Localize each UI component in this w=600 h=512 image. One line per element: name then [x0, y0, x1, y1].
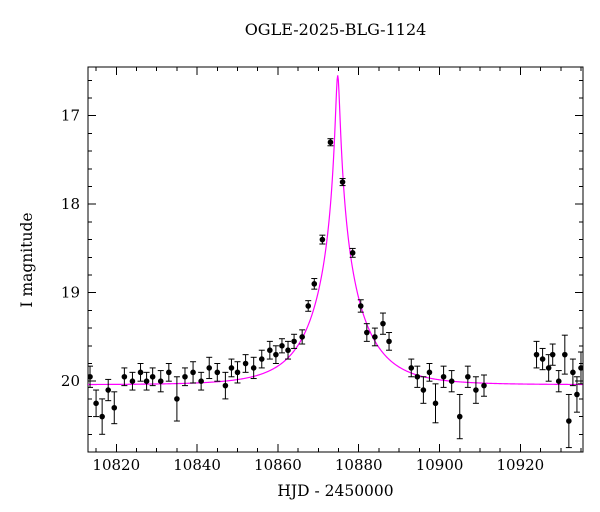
x-axis-label: HJD - 2450000 [277, 482, 394, 500]
svg-text:10880: 10880 [335, 456, 383, 474]
svg-text:10860: 10860 [254, 456, 302, 474]
svg-text:10920: 10920 [497, 456, 545, 474]
svg-text:19: 19 [61, 284, 80, 302]
svg-text:17: 17 [61, 107, 80, 125]
svg-text:20: 20 [61, 372, 80, 390]
svg-text:10900: 10900 [416, 456, 464, 474]
svg-text:10820: 10820 [92, 456, 140, 474]
svg-text:18: 18 [61, 195, 80, 213]
svg-text:10840: 10840 [173, 456, 221, 474]
chart-title: OGLE-2025-BLG-1124 [244, 20, 427, 39]
